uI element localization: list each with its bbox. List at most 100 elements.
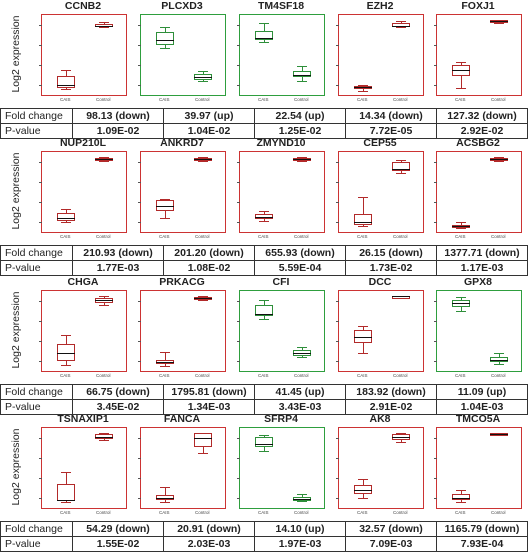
median-line — [57, 218, 75, 220]
y-tick — [434, 65, 437, 66]
y-tick — [336, 458, 339, 459]
category-label-control: Control — [96, 510, 111, 515]
y-tick — [138, 341, 141, 342]
category-label-cais: CAIS — [60, 510, 71, 515]
p-value-value: 1.04E-02 — [163, 123, 255, 139]
gene-name: EZH2 — [366, 0, 394, 12]
plot-frame — [39, 290, 127, 372]
whisker-cap — [396, 442, 406, 444]
median-line — [255, 38, 273, 40]
category-label-cais: CAIS — [60, 97, 71, 102]
fold-change-value: 1795.81 (down) — [163, 384, 255, 400]
y-tick — [39, 182, 42, 183]
y-axis-label: Log2 expression — [0, 276, 32, 384]
whisker-cap — [456, 61, 466, 63]
p-value-value: 7.09E-03 — [345, 536, 437, 552]
p-value-value: 2.91E-02 — [345, 399, 437, 415]
median-line — [490, 434, 508, 436]
category-label-cais: CAIS — [60, 234, 71, 239]
whisker-cap — [358, 226, 368, 228]
y-tick — [434, 478, 437, 479]
median-line — [354, 337, 372, 339]
median-line — [95, 300, 113, 302]
gene-name: ACSBG2 — [456, 137, 500, 149]
y-tick — [336, 361, 339, 362]
gene-name: TSNAXIP1 — [57, 413, 109, 425]
iqr-box — [95, 298, 113, 303]
y-tick — [336, 438, 339, 439]
y-tick — [237, 301, 240, 302]
iqr-box — [392, 434, 410, 440]
gene-name: AK8 — [369, 413, 391, 425]
plot-frame — [138, 290, 226, 372]
median-line — [95, 436, 113, 438]
y-tick — [434, 85, 437, 86]
whisker-cap — [160, 351, 170, 353]
y-tick — [336, 341, 339, 342]
median-line — [194, 159, 212, 161]
whisker-cap — [61, 471, 71, 473]
y-tick — [336, 222, 339, 223]
category-label-control: Control — [393, 373, 408, 378]
fold-change-value: 22.54 (up) — [254, 108, 346, 124]
plot-frame — [336, 151, 424, 233]
plot-frame — [237, 151, 325, 233]
whisker-cap — [99, 161, 109, 163]
median-line — [452, 498, 470, 500]
gene-boxplot: CCNB2 CAIS Control — [34, 0, 132, 108]
y-tick — [237, 498, 240, 499]
fold-change-value: 183.92 (down) — [345, 384, 437, 400]
y-tick — [138, 478, 141, 479]
iqr-box — [194, 73, 212, 80]
iqr-box — [354, 484, 372, 495]
y-tick — [434, 438, 437, 439]
whisker-cap — [198, 81, 208, 83]
y-tick — [237, 438, 240, 439]
whisker-cap — [358, 498, 368, 500]
y-tick — [336, 85, 339, 86]
y-tick — [39, 458, 42, 459]
y-tick — [434, 341, 437, 342]
category-label-cais: CAIS — [455, 373, 466, 378]
p-value-value: 1.97E-03 — [254, 536, 346, 552]
whisker-cap — [456, 311, 466, 313]
gene-name: NUP210L — [59, 137, 107, 149]
y-tick — [138, 65, 141, 66]
p-value-row-label: P-value — [0, 399, 73, 415]
y-tick — [237, 222, 240, 223]
y-tick — [39, 65, 42, 66]
gene-name: CEP55 — [363, 137, 397, 149]
p-value-row: P-value 1.55E-02 2.03E-03 1.97E-03 7.09E-03 7… — [0, 536, 528, 552]
fold-change-value: 655.93 (down) — [254, 245, 346, 261]
gene-boxplot: CEP55 CAIS Control — [331, 137, 429, 245]
plot-frame — [434, 14, 522, 96]
plot-frame — [336, 290, 424, 372]
whisker-cap — [259, 41, 269, 43]
fold-change-value: 210.93 (down) — [72, 245, 164, 261]
y-tick — [39, 45, 42, 46]
fold-change-value: 14.34 (down) — [345, 108, 437, 124]
whisker-cap — [160, 47, 170, 49]
fold-change-row: Fold change 98.13 (down) 39.97 (up) 22.54 (… — [0, 108, 528, 124]
whisker-cap — [61, 222, 71, 224]
p-value-value: 1.08E-02 — [163, 260, 255, 276]
category-label-control: Control — [491, 373, 506, 378]
gene-boxplot: TMCO5A CAIS Control — [429, 413, 527, 521]
category-label-control: Control — [393, 510, 408, 515]
y-tick — [434, 25, 437, 26]
y-tick — [39, 478, 42, 479]
gene-name: DCC — [368, 276, 392, 288]
median-line — [452, 69, 470, 71]
gene-name: TM4SF18 — [257, 0, 305, 12]
whisker-cap — [160, 26, 170, 28]
whisker-cap — [259, 319, 269, 321]
iqr-box — [293, 496, 311, 501]
median-line — [194, 77, 212, 79]
p-value-value: 1.73E-02 — [345, 260, 437, 276]
whisker-cap — [61, 89, 71, 91]
category-label-cais: CAIS — [455, 234, 466, 239]
gene-boxplot: CFI CAIS Control — [232, 276, 330, 384]
whisker-cap — [259, 300, 269, 302]
y-tick — [336, 25, 339, 26]
fold-change-value: 98.13 (down) — [72, 108, 164, 124]
